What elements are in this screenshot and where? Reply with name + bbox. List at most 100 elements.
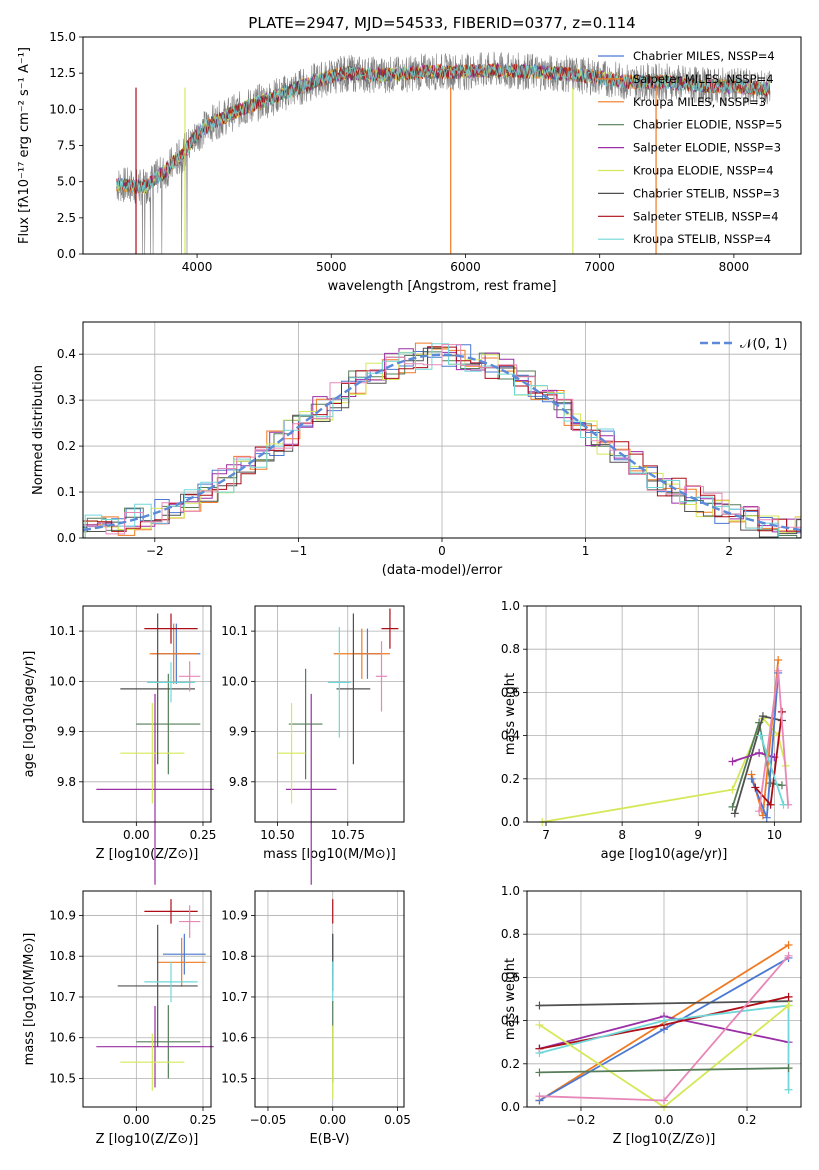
y-axis-label: Flux [fλ10⁻¹⁷ erg cm⁻² s⁻¹ A⁻¹] — [17, 47, 32, 244]
y-tick-label: 0.3 — [57, 393, 76, 407]
axes-frame — [82, 605, 212, 823]
y-tick-label: 10.6 — [49, 1031, 76, 1045]
x-axis-label: Z [log10(Z/Z⊙)] — [96, 847, 199, 862]
y-tick-label: 12.5 — [49, 66, 76, 80]
x-tick-label: 0.00 — [123, 1113, 150, 1127]
x-tick-label: −1 — [290, 544, 308, 558]
x-tick-label: 5000 — [316, 260, 347, 274]
error-bars — [277, 608, 399, 885]
weight-marker — [756, 731, 765, 740]
weight-marker — [755, 807, 764, 816]
x-tick-label: 0.2 — [737, 1113, 756, 1127]
y-tick-label: 0.4 — [501, 1014, 520, 1028]
axes-frame — [526, 890, 802, 1108]
gaussian-curve — [83, 353, 801, 532]
y-tick-label: 0.2 — [501, 772, 520, 786]
x-tick-label: 0.00 — [123, 828, 150, 842]
x-tick-label: 10.75 — [331, 828, 365, 842]
y-tick-label: 0.8 — [501, 642, 520, 656]
panel-3: 0.00 0.25 9.8 9.9 10.0 10.1 Z [log10(Z/Z⊙)] age… — [22, 605, 217, 885]
weight-marker — [730, 809, 739, 818]
residual-histogram — [83, 342, 801, 538]
y-tick-label: 0.4 — [501, 729, 520, 743]
y-tick-label: 10.1 — [49, 624, 76, 638]
legend-entry: Chabrier ELODIE, NSSP=5 — [633, 118, 782, 132]
y-tick-label: 0.1 — [57, 485, 76, 499]
legend-entry: Salpeter STELIB, NSSP=4 — [633, 209, 779, 223]
x-axis-label: wavelength [Angstrom, rest frame] — [328, 279, 557, 294]
weight-marker — [728, 757, 737, 766]
weight-lines — [538, 656, 793, 826]
x-tick-label: 0.00 — [319, 1113, 346, 1127]
y-tick-label: 10.1 — [221, 624, 248, 638]
residual-histogram — [83, 344, 801, 535]
x-tick-label: 7000 — [584, 260, 615, 274]
panel-4: 10.50 10.75 10.1 10.0 9.9 9.8 mass [log10(M/M⊙… — [221, 605, 405, 885]
x-tick-label: 0.05 — [384, 1113, 411, 1127]
x-tick-label: −2 — [146, 544, 164, 558]
legend: 𝒩(0, 1) — [700, 337, 787, 352]
y-tick-label: 7.5 — [57, 139, 76, 153]
x-tick-label: 0.25 — [190, 828, 217, 842]
legend-entry: Kroupa ELODIE, NSSP=4 — [633, 164, 774, 178]
y-tick-label: 0.2 — [57, 439, 76, 453]
y-axis-label: mass weight — [503, 673, 518, 755]
weight-marker — [774, 656, 783, 664]
observed-spectrum — [116, 51, 771, 254]
y-tick-label: 10.9 — [49, 908, 76, 922]
y-tick-label: 0.6 — [501, 685, 520, 699]
residual-histogram — [83, 351, 801, 538]
y-tick-label: 1.0 — [501, 599, 520, 613]
legend-entry: 𝒩(0, 1) — [740, 337, 787, 352]
x-tick-label: 1 — [582, 544, 590, 558]
x-tick-label: 2 — [725, 544, 733, 558]
weight-marker — [779, 800, 788, 809]
y-tick-label: 15.0 — [49, 30, 76, 44]
x-tick-label: 0.25 — [190, 1113, 217, 1127]
legend-entry: Salpeter ELODIE, NSSP=3 — [633, 141, 781, 155]
panel-2: −2 −1 0 1 2 0.0 0.1 0.2 0.3 0.4 (data-model)/error… — [31, 321, 802, 578]
y-tick-label: 9.8 — [57, 775, 76, 789]
y-tick-label: 10.6 — [221, 1031, 248, 1045]
y-tick-label: 10.5 — [221, 1071, 248, 1085]
weight-marker — [777, 781, 786, 790]
x-tick-label: 8 — [618, 828, 626, 842]
weight-marker — [728, 785, 737, 794]
y-tick-label: 0.0 — [501, 1100, 520, 1114]
y-tick-label: 10.7 — [49, 990, 76, 1004]
weight-marker — [728, 802, 737, 811]
x-axis-label: age [log10(age/yr)] — [601, 847, 728, 862]
axes-frame — [254, 890, 405, 1108]
weight-marker — [784, 1085, 793, 1094]
legend-entry: Chabrier STELIB, NSSP=3 — [633, 186, 780, 200]
y-tick-label: 9.8 — [229, 775, 248, 789]
y-tick-label: 0.0 — [501, 815, 520, 829]
y-tick-label: 10.0 — [221, 674, 248, 688]
y-tick-label: 9.9 — [229, 725, 248, 739]
x-axis-label: E(B-V) — [309, 1132, 349, 1147]
x-tick-label: 0.0 — [654, 1113, 673, 1127]
y-tick-label: 10.5 — [49, 1071, 76, 1085]
y-tick-label: 0.4 — [57, 347, 76, 361]
weight-marker — [784, 992, 793, 1001]
panel-8: −0.2 0.0 0.2 0.0 0.2 0.4 0.6 0.8 1.0 Z [log10(Z/Z… — [501, 884, 802, 1147]
weight-marker — [758, 712, 767, 721]
error-bars — [96, 613, 214, 885]
legend: Chabrier MILES, NSSP=4 Salpeter MILES, NS… — [598, 49, 782, 246]
y-tick-label: 2.5 — [57, 211, 76, 225]
y-axis-label: age [log10(age/yr)] — [22, 651, 37, 778]
axes-frame — [254, 605, 405, 823]
x-axis-label: mass [log10(M/M⊙)] — [263, 847, 396, 862]
y-tick-label: 0.2 — [501, 1057, 520, 1071]
x-tick-label: 4000 — [182, 260, 213, 274]
weight-marker — [784, 941, 793, 949]
x-tick-label: −0.05 — [250, 1113, 287, 1127]
x-tick-label: −0.2 — [566, 1113, 595, 1127]
weight-lines — [535, 941, 793, 1111]
x-tick-label: 10.50 — [260, 828, 294, 842]
x-axis-label: (data-model)/error — [382, 563, 503, 578]
y-tick-label: 10.0 — [49, 674, 76, 688]
x-tick-label: 8000 — [719, 260, 750, 274]
error-bars — [96, 899, 214, 1091]
